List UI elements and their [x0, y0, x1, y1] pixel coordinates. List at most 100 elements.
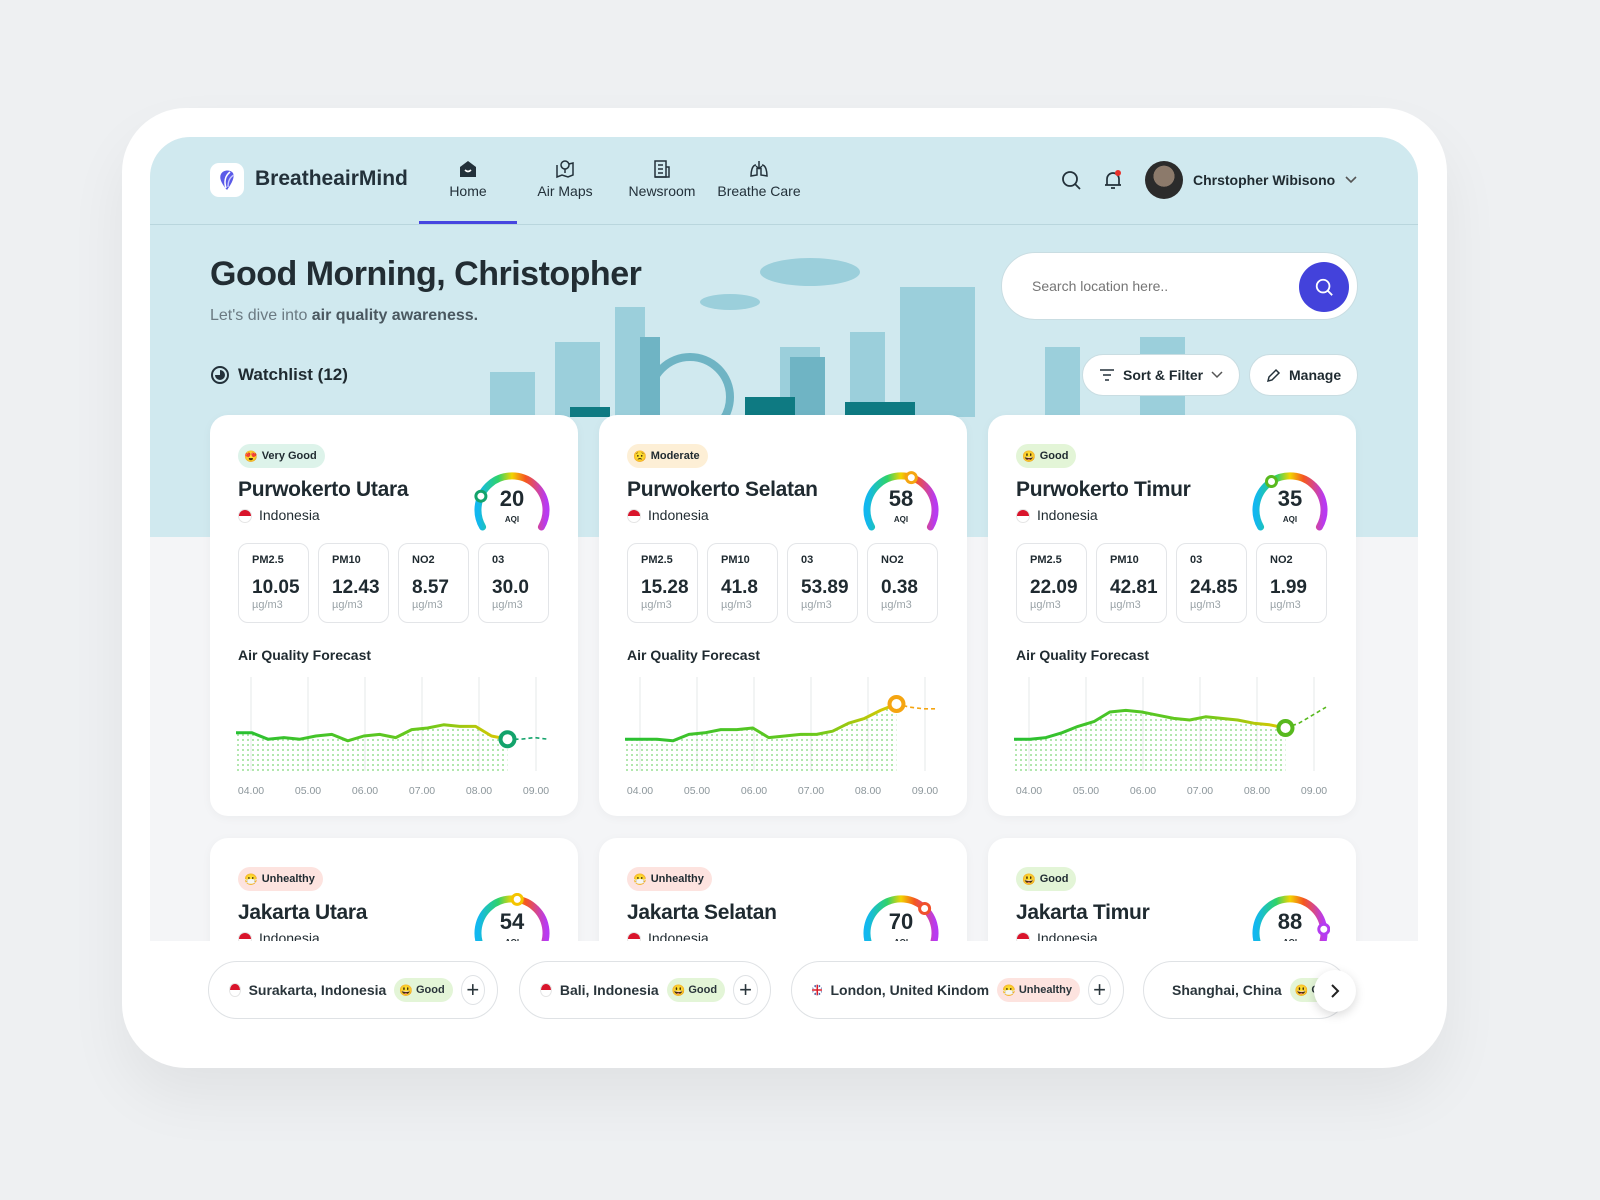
forecast-title: Air Quality Forecast: [627, 647, 761, 663]
country-name: Indonesia: [1037, 930, 1098, 941]
newspaper-icon: [654, 160, 670, 178]
status-label: Moderate: [650, 450, 700, 462]
manage-label: Manage: [1289, 367, 1342, 383]
indonesia-flag-icon: [627, 508, 641, 523]
indonesia-flag-icon: [627, 931, 641, 941]
search-input[interactable]: [1032, 278, 1282, 294]
location-card[interactable]: 😷Unhealthy Jakarta Utara Indonesia 54 AQ…: [210, 838, 578, 941]
location-name: Jakarta Utara: [238, 901, 368, 924]
x-tick-label: 08.00: [1244, 785, 1270, 797]
watchlist-heading: Watchlist (12): [210, 365, 348, 385]
status-emoji-icon: 😃: [1022, 873, 1036, 886]
location-card[interactable]: 😃Good Jakarta Timur Indonesia 88 AQI: [988, 838, 1356, 941]
status-badge: 😃Good: [666, 978, 726, 1002]
status-badge: 😃Good: [394, 978, 453, 1002]
metric-label: 03: [801, 554, 814, 566]
metric-tile: PM10 41.8 µg/m3: [707, 543, 778, 623]
chip-place: Surakarta, Indonesia: [248, 982, 387, 998]
location-card[interactable]: 😟 Moderate Purwokerto Selatan Indonesia 5…: [599, 415, 967, 816]
x-tick-label: 06.00: [352, 785, 378, 797]
map-pin-icon: [556, 160, 574, 179]
sort-filter-button[interactable]: Sort & Filter: [1082, 354, 1241, 396]
search-icon[interactable]: [1060, 169, 1082, 191]
indonesia-flag-icon: [540, 983, 552, 997]
filter-icon: [1100, 369, 1114, 381]
forecast-title: Air Quality Forecast: [238, 647, 372, 663]
metric-value: 12.43: [332, 577, 380, 598]
country-name: Indonesia: [259, 507, 320, 523]
metric-label: 03: [492, 554, 505, 566]
location-chip[interactable]: London, United Kindom 😷 Unhealthy +: [791, 961, 1124, 1019]
country: Indonesia: [1016, 930, 1098, 941]
current-point: [1276, 719, 1295, 737]
location-chip[interactable]: Surakarta, Indonesia 😃 Good +: [208, 961, 498, 1019]
location-card[interactable]: 😍 Very Good Purwokerto Utara Indonesia 20…: [210, 415, 578, 816]
search-icon: [1315, 278, 1333, 296]
manage-button[interactable]: Manage: [1249, 354, 1359, 396]
location-name: Purwokerto Utara: [238, 478, 409, 501]
avatar: [1145, 161, 1183, 199]
metric-unit: µg/m3: [801, 599, 832, 611]
x-tick-label: 07.00: [409, 785, 435, 797]
metric-label: PM2.5: [641, 554, 673, 566]
location-chip[interactable]: Bali, Indonesia 😃 Good +: [519, 961, 771, 1019]
indonesia-flag-icon: [1016, 931, 1030, 941]
metric-label: NO2: [1270, 554, 1293, 566]
metric-value: 1.99: [1270, 577, 1307, 598]
user-menu[interactable]: Chrstopher Wibisono: [1145, 161, 1357, 199]
metric-unit: µg/m3: [332, 599, 363, 611]
location-card[interactable]: 😃 Good Purwokerto Timur Indonesia 35 AQI …: [988, 415, 1356, 816]
user-name: Chrstopher Wibisono: [1193, 172, 1336, 188]
aqi-value: 88: [1277, 909, 1303, 934]
aqi-gauge: 70 AQI: [861, 893, 941, 941]
nav-label: Newsroom: [628, 183, 696, 199]
status-emoji-icon: 😃: [671, 984, 686, 997]
country-name: Indonesia: [648, 930, 709, 941]
gauge-marker: [474, 489, 488, 503]
add-location-button[interactable]: +: [1088, 975, 1111, 1005]
city-skyline-illustration: [490, 258, 1185, 417]
aqi-label: AQI: [504, 515, 520, 524]
status-emoji-icon: 😷: [244, 873, 258, 886]
search-button[interactable]: [1299, 262, 1349, 312]
location-card[interactable]: 😷 Unhealthy Jakarta Selatan Indonesia 70 …: [599, 838, 967, 941]
brand-name: BreatheairMind: [255, 167, 408, 190]
metric-label: PM2.5: [1030, 554, 1062, 566]
status-badge: 😃Good: [1016, 867, 1077, 891]
location-name: Jakarta Timur: [1016, 901, 1150, 924]
suggested-locations-bar: Surakarta, Indonesia 😃 Good + Bali, Indonesi…: [150, 941, 1418, 1041]
metric-value: 15.28: [641, 577, 689, 598]
nav-label: Home: [449, 183, 487, 199]
next-button[interactable]: [1314, 970, 1356, 1012]
nav-label: Air Maps: [537, 183, 593, 199]
aqi-label: AQI: [1282, 515, 1298, 524]
metric-tile: 03 30.0 µg/m3: [478, 543, 549, 623]
nav-breathe-care[interactable]: Breathe Care: [711, 159, 807, 199]
nav-newsroom[interactable]: Newsroom: [614, 159, 710, 199]
metric-tile: PM2.5 15.28 µg/m3: [627, 543, 698, 623]
x-tick-label: 05.00: [295, 785, 321, 797]
metric-label: PM10: [1110, 554, 1139, 566]
add-location-button[interactable]: +: [733, 975, 758, 1005]
metric-label: PM10: [721, 554, 750, 566]
forecast-title: Air Quality Forecast: [1016, 647, 1150, 663]
country: Indonesia: [238, 930, 320, 941]
x-tick-label: 04.00: [627, 785, 653, 797]
forecast-area: [625, 704, 897, 773]
pollutant-metrics: PM2.5 10.05 µg/m3 PM10 12.43 µg/m3 NO2 8.57 µg/m…: [238, 543, 549, 623]
forecast-chart: 04.00 05.00 06.00 07.00 08.00 09.00: [625, 677, 938, 797]
status-emoji-icon: 😷: [633, 873, 647, 886]
nav-home[interactable]: Home: [419, 159, 517, 224]
metric-value: 53.89: [801, 577, 849, 598]
gauge-marker: [1265, 475, 1278, 488]
bell-icon[interactable]: [1102, 169, 1124, 191]
nav-air-maps[interactable]: Air Maps: [517, 159, 613, 199]
metric-label: PM2.5: [252, 554, 284, 566]
country-name: Indonesia: [1037, 507, 1098, 523]
metric-label: NO2: [881, 554, 904, 566]
status-label: Good: [688, 984, 718, 996]
status-label: Good: [1039, 450, 1069, 462]
forecast-line: [1014, 708, 1286, 741]
add-location-button[interactable]: +: [460, 975, 485, 1005]
home-icon: [460, 161, 476, 177]
